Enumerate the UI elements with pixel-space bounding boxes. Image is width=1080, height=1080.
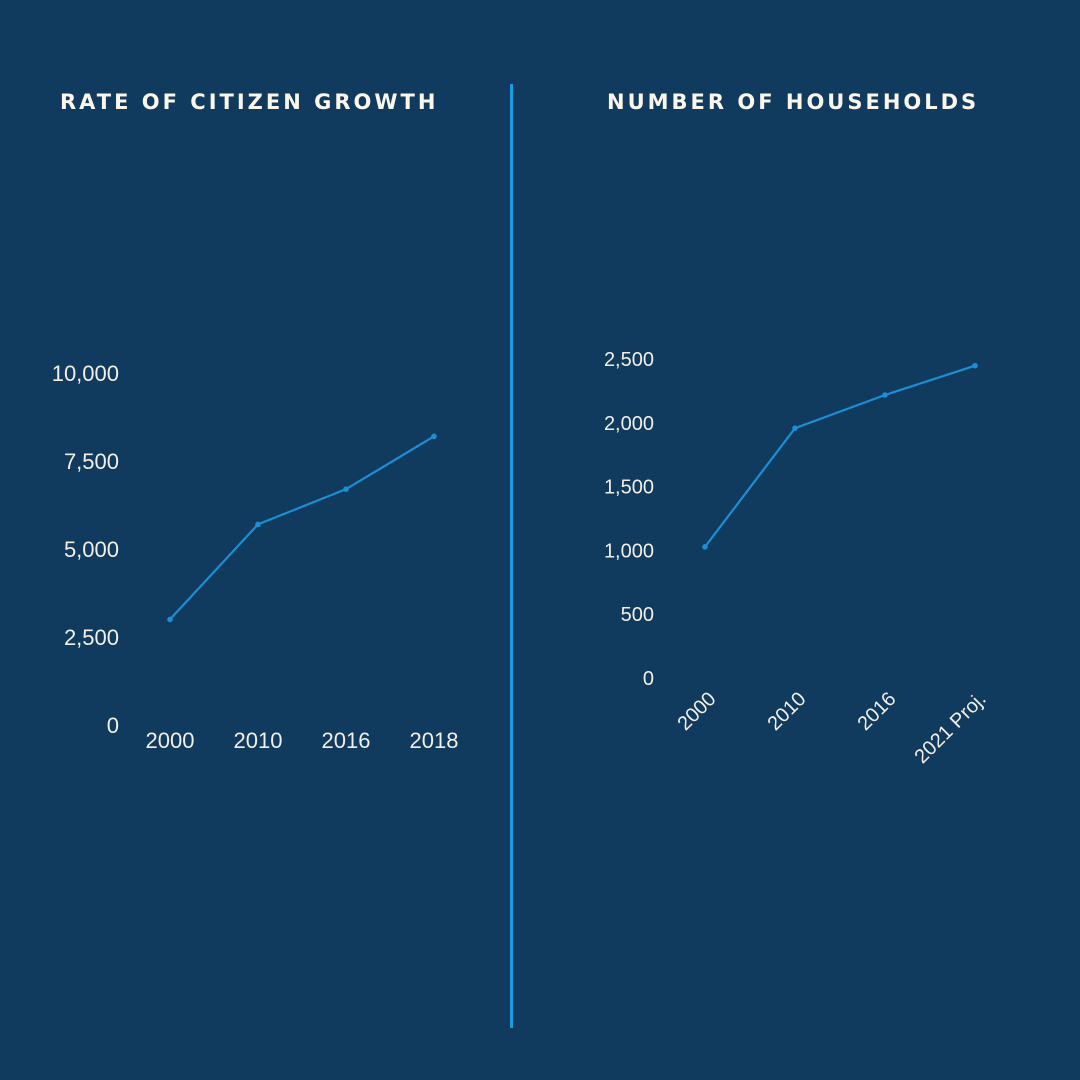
left-x-tick-label: 2016	[322, 728, 371, 753]
right-data-point	[702, 544, 708, 550]
right-y-tick-label: 2,500	[604, 349, 654, 371]
right-chart-title: NUMBER OF HOUSEHOLDS	[607, 90, 980, 114]
left-data-point	[343, 486, 349, 492]
right-data-point	[882, 392, 888, 398]
left-y-tick-label: 10,000	[52, 361, 119, 386]
left-y-tick-label: 0	[107, 713, 119, 738]
right-x-tick-label: 2000	[674, 688, 721, 735]
divider	[510, 84, 513, 1028]
right-x-tick-label: 2016	[854, 688, 901, 735]
right-y-tick-label: 500	[621, 604, 654, 626]
left-y-tick-label: 5,000	[64, 537, 119, 562]
right-y-tick-label: 0	[643, 668, 654, 690]
left-x-tick-label: 2010	[234, 728, 283, 753]
right-y-tick-label: 1,500	[604, 477, 654, 499]
left-data-point	[167, 616, 173, 623]
right-x-tick-label: 2010	[764, 688, 811, 735]
left-data-point	[431, 433, 437, 440]
right-y-tick-label: 1,000	[604, 540, 654, 562]
left-data-point	[255, 521, 261, 528]
left-series-line	[169, 435, 435, 621]
left-y-tick-label: 7,500	[64, 449, 119, 474]
left-chart-title: RATE OF CITIZEN GROWTH	[60, 90, 439, 114]
right-x-tick-label: 2021 Proj.	[911, 688, 991, 768]
left-x-tick-label: 2000	[146, 728, 195, 753]
right-data-point	[972, 362, 978, 369]
left-x-tick-label: 2018	[410, 728, 459, 753]
right-data-point	[792, 425, 798, 431]
right-series-line	[704, 364, 976, 548]
left-y-tick-label: 2,500	[64, 625, 119, 650]
right-y-tick-label: 2,000	[604, 413, 654, 435]
